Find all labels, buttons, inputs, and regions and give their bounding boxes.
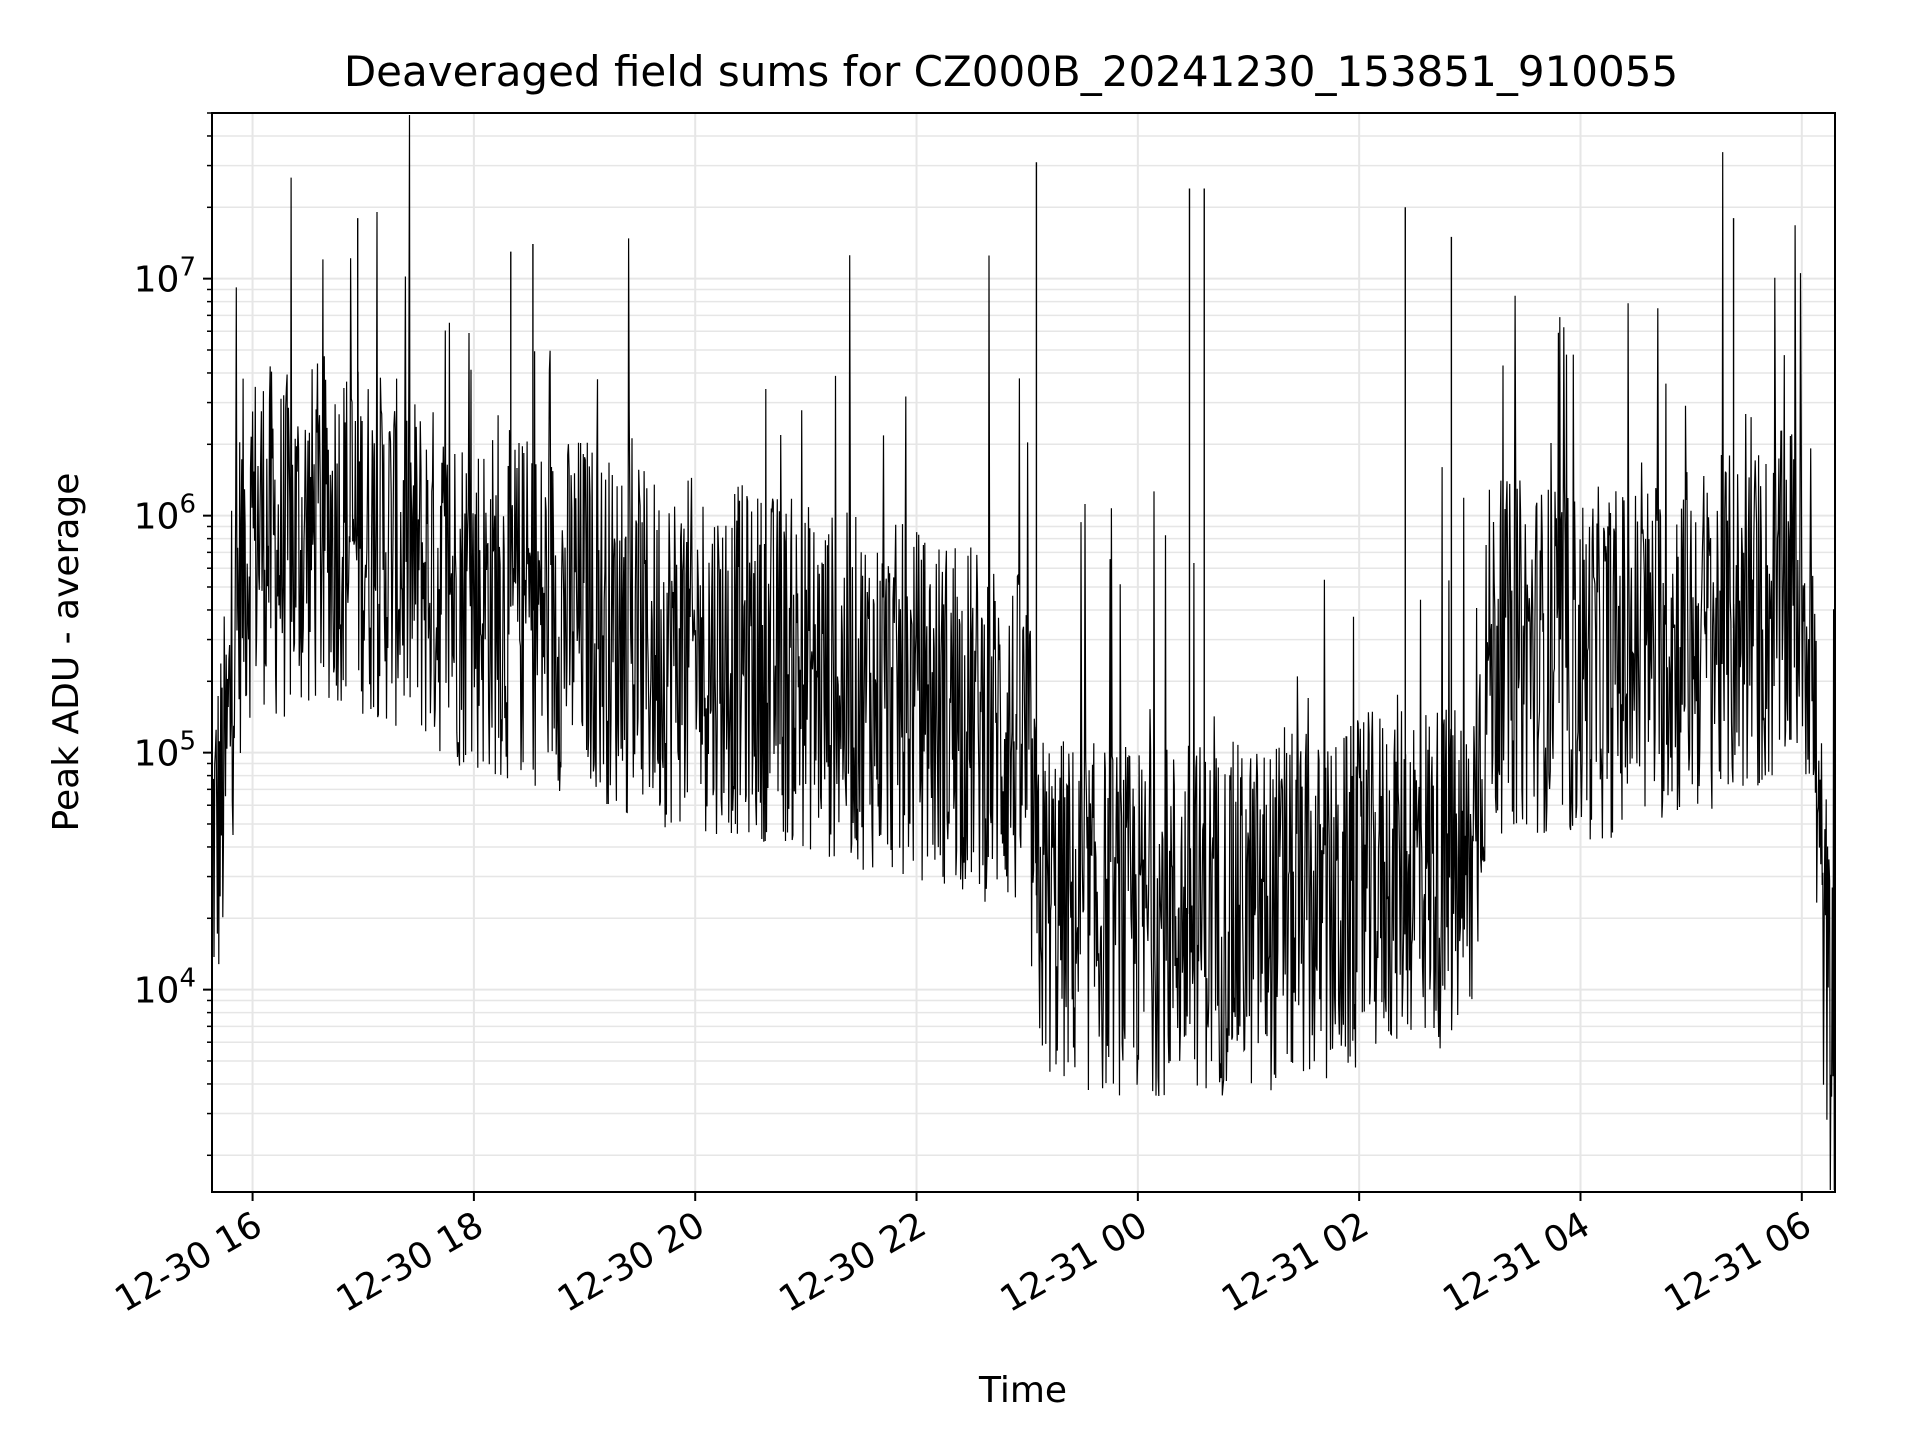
chart-title: Deaveraged field sums for CZ000B_2024123…: [344, 47, 1678, 96]
plot-frame: [211, 112, 1836, 1193]
y-tick-label: 105: [134, 727, 196, 775]
y-axis-label: Peak ADU - average: [46, 473, 87, 832]
y-tick-label: 107: [134, 253, 196, 301]
series-layer: [211, 114, 1836, 1191]
y-tick-label: 106: [134, 490, 196, 538]
x-axis-label: Time: [978, 1370, 1067, 1411]
series-line: [211, 114, 1836, 1191]
y-tick-label: 104: [134, 964, 196, 1012]
grid: [212, 112, 1835, 1192]
y-axis: 104 105 106 107: [134, 112, 212, 1157]
